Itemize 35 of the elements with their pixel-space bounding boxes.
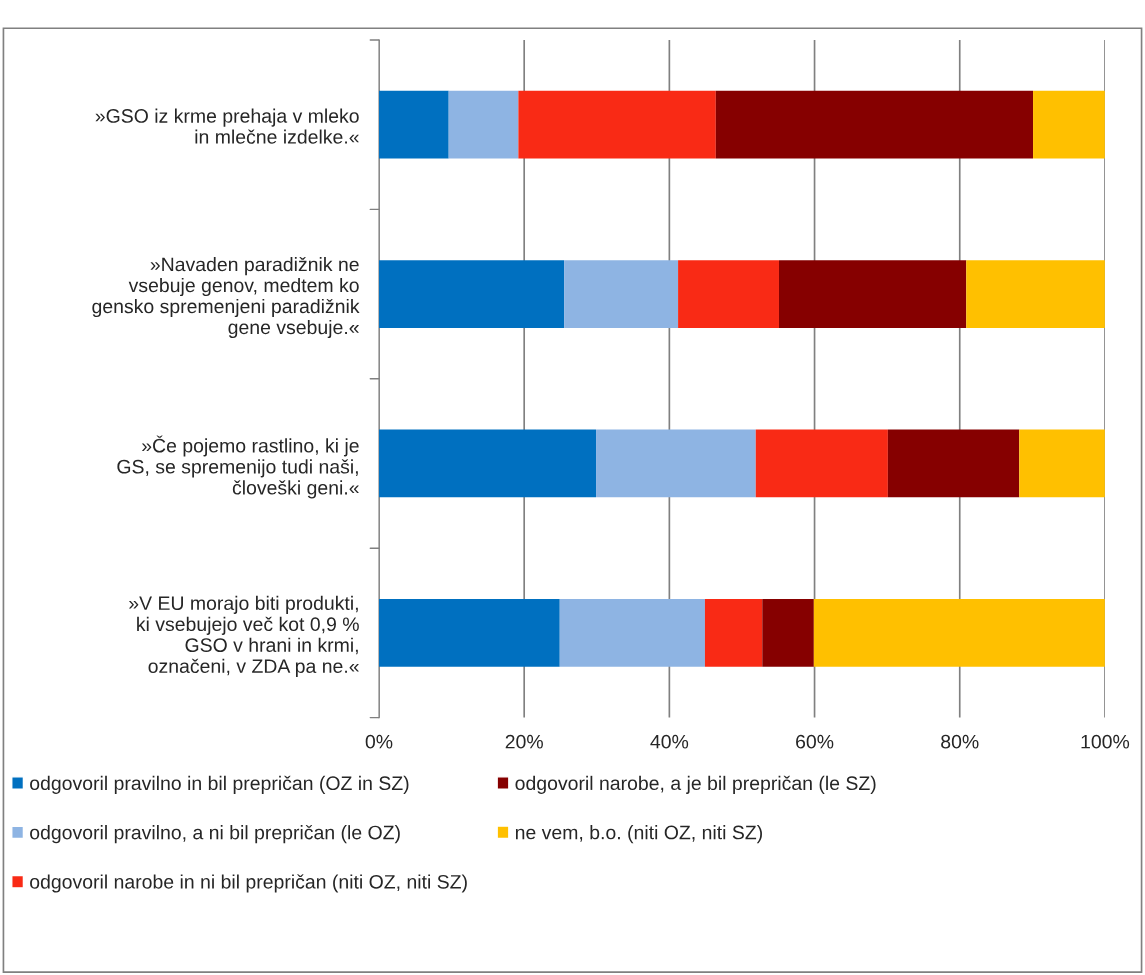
x-tick-label: 40% — [650, 734, 689, 749]
legend-label: odgovoril narobe, a je bil prepričan (le SZ) — [515, 775, 876, 794]
bar — [378, 260, 565, 328]
bar — [596, 429, 756, 498]
legend-label: odgovoril pravilno in bil prepričan (OZ in SZ) — [30, 775, 409, 794]
bar — [518, 90, 716, 159]
legend-label: odgovoril narobe in ni bil prepričan (niti OZ, niti SZ) — [30, 874, 467, 893]
x-tick-label: 80% — [941, 734, 979, 749]
bar — [564, 260, 679, 328]
y-tick-label: »Navaden paradižnik ne vsebuje genov, medtem ko gensko spremenjeni paradižnik gene vsebuje.« — [92, 256, 360, 339]
y-tick-label: »GSO iz krme prehaja v mleko in mlečne izdelke.« — [95, 108, 359, 144]
bar — [966, 260, 1105, 328]
bar — [448, 90, 519, 159]
bar — [559, 599, 705, 667]
y-tick-label: »Če pojemo rastlino, ki je GS, se spremenijo tudi naši, človeški geni.« — [117, 435, 359, 499]
bar — [1033, 90, 1105, 159]
bar — [755, 429, 888, 498]
bar — [378, 429, 597, 498]
x-tick-label: 100% — [1081, 734, 1130, 749]
bar — [678, 260, 779, 328]
bar — [715, 90, 1034, 159]
bar — [887, 429, 1020, 498]
bar — [762, 599, 814, 667]
x-tick-label: 60% — [796, 734, 834, 749]
x-tick-label: 20% — [505, 734, 543, 749]
y-tick-label: »V EU morajo biti produkti, ki vsebujejo več kot 0,9 % GSO v hrani in krmi, označeni, v ZDA pa ne.« — [129, 595, 359, 677]
bar — [378, 599, 560, 667]
bar — [813, 599, 1105, 667]
bar — [778, 260, 967, 328]
legend-label: ne vem, b.o. (niti OZ, niti SZ) — [515, 825, 762, 844]
bar — [704, 599, 763, 667]
x-tick-label: 0% — [365, 734, 393, 749]
bar — [1019, 429, 1105, 498]
bar — [378, 90, 449, 159]
legend-label: odgovoril pravilno, a ni bil prepričan (le OZ) — [30, 825, 400, 844]
